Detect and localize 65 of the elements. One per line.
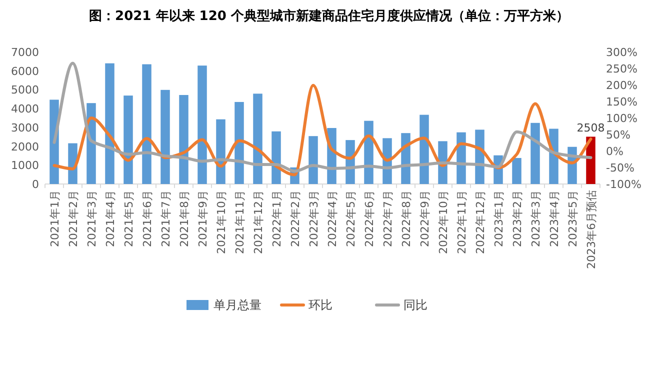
bar: [253, 94, 262, 184]
bar: [272, 131, 281, 184]
x-tick-label: 2021年5月: [122, 190, 136, 247]
y-tick-label: 6000: [11, 64, 39, 78]
x-tick-label: 2021年11月: [233, 190, 246, 254]
x-tick-label: 2022年12月: [474, 190, 487, 254]
x-tick-label: 2021年10月: [214, 190, 228, 254]
legend-label: 同比: [404, 298, 428, 312]
y-tick-label: 0: [32, 178, 39, 191]
x-tick-label: 2023年2月: [510, 190, 524, 247]
x-tick-label: 2021年12月: [252, 190, 265, 254]
x-tick-label: 2022年11月: [455, 190, 468, 254]
y2-tick-label: 300%: [606, 46, 638, 59]
bar: [105, 63, 114, 184]
bar: [512, 158, 522, 184]
x-tick-label: 2023年3月: [529, 190, 542, 247]
x-tick-label: 2022年8月: [400, 190, 413, 247]
y2-tick-label: 250%: [606, 62, 638, 76]
y-tick-label: 1000: [11, 159, 39, 172]
y2-tick-label: 0%: [606, 145, 624, 158]
bar: [142, 64, 152, 184]
bar: [124, 96, 133, 184]
x-tick-label: 2023年6月预估: [584, 190, 598, 269]
x-tick-label: 2021年4月: [104, 190, 117, 247]
x-tick-label: 2021年8月: [178, 190, 191, 247]
x-tick-label: 2021年3月: [85, 190, 98, 247]
x-tick-label: 2022年6月: [362, 190, 376, 247]
x-tick-label: 2023年4月: [548, 190, 561, 247]
x-tick-label: 2021年9月: [196, 190, 210, 247]
x-tick-label: 2021年1月: [48, 190, 62, 247]
y-tick-label: 2000: [11, 140, 39, 154]
y2-tick-label: -100%: [606, 178, 642, 191]
x-tick-label: 2022年9月: [418, 190, 432, 247]
x-tick-label: 2021年2月: [66, 190, 80, 247]
y2-tick-label: 200%: [606, 79, 638, 92]
x-tick-label: 2022年3月: [307, 190, 320, 247]
x-tick-label: 2022年1月: [270, 190, 284, 247]
bar: [420, 114, 429, 184]
bar: [308, 136, 318, 184]
y-tick-label: 5000: [11, 84, 39, 97]
legend-label: 环比: [308, 298, 332, 312]
bar: [198, 66, 207, 184]
y2-tick-label: 100%: [606, 112, 638, 125]
x-tick-label: 2022年4月: [326, 190, 339, 247]
x-tick-label: 2022年10月: [436, 190, 450, 254]
bar: [160, 90, 170, 184]
legend-label: 单月总量: [214, 298, 262, 312]
bar: [530, 122, 540, 184]
bar: [234, 102, 244, 184]
y-tick-label: 7000: [11, 46, 39, 59]
x-tick-label: 2022年7月: [381, 190, 394, 247]
chart-title: 图：2021 年以来 120 个典型城市新建商品住宅月度供应情况（单位：万平方米）: [89, 8, 569, 24]
y2-tick-label: 50%: [606, 128, 630, 142]
y2-tick-label: -50%: [606, 162, 634, 174]
x-tick-label: 2023年1月: [492, 190, 506, 247]
data-label: 2508: [576, 122, 605, 135]
x-tick-label: 2022年2月: [288, 190, 302, 247]
x-tick-label: 2022年5月: [344, 190, 358, 247]
y2-tick-label: 150%: [606, 96, 638, 108]
x-tick-label: 2021年6月: [140, 190, 154, 247]
x-tick-label: 2023年5月: [566, 190, 580, 247]
x-tick-label: 2021年7月: [159, 190, 172, 247]
bar: [179, 94, 188, 184]
y-tick-label: 3000: [11, 121, 39, 134]
y-tick-label: 4000: [11, 102, 39, 116]
